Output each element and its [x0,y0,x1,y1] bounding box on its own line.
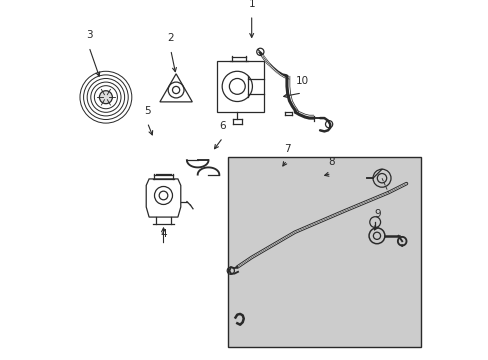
Text: 9: 9 [374,208,380,219]
Text: 5: 5 [143,106,150,116]
Text: 7: 7 [283,144,290,154]
Text: 1: 1 [248,0,254,9]
Text: 6: 6 [219,121,226,131]
Text: 8: 8 [327,157,334,167]
Circle shape [99,91,112,104]
Text: 3: 3 [85,30,92,40]
Text: 2: 2 [167,33,174,43]
Polygon shape [228,157,420,347]
Text: 4: 4 [160,229,166,239]
Text: 10: 10 [295,76,308,86]
